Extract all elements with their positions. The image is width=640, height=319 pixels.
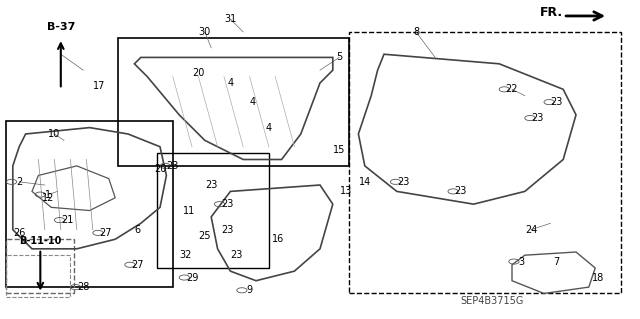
Text: 8: 8 — [413, 27, 419, 37]
Text: 6: 6 — [134, 225, 141, 235]
Bar — [6, 239, 74, 293]
Text: 2: 2 — [16, 177, 22, 187]
Text: 4: 4 — [250, 97, 256, 107]
Text: 24: 24 — [525, 225, 538, 235]
Text: 14: 14 — [358, 177, 371, 187]
Text: 13: 13 — [339, 186, 352, 197]
Text: 27: 27 — [99, 228, 112, 238]
Text: 22: 22 — [506, 84, 518, 94]
Text: 17: 17 — [93, 81, 106, 91]
Text: 28: 28 — [77, 282, 90, 292]
Text: B-37: B-37 — [47, 22, 75, 32]
Text: 23: 23 — [531, 113, 544, 123]
Text: 32: 32 — [179, 250, 192, 260]
Text: 23: 23 — [397, 177, 410, 187]
Text: 16: 16 — [272, 234, 285, 244]
Text: 20: 20 — [154, 164, 166, 174]
Bar — [118, 38, 349, 166]
Text: 20: 20 — [192, 68, 205, 78]
Text: 12: 12 — [42, 193, 54, 203]
Text: 1: 1 — [45, 189, 51, 200]
Text: 23: 23 — [550, 97, 563, 107]
Text: 23: 23 — [454, 186, 467, 197]
Text: 4: 4 — [227, 78, 234, 88]
Text: SEP4B3715G: SEP4B3715G — [461, 296, 524, 306]
Text: 23: 23 — [166, 161, 179, 171]
Text: 18: 18 — [592, 272, 605, 283]
Text: B-11-10: B-11-10 — [19, 236, 61, 246]
Bar — [6, 255, 70, 297]
Text: 23: 23 — [221, 199, 234, 209]
Text: 7: 7 — [554, 256, 560, 267]
Text: 25: 25 — [198, 231, 211, 241]
Text: 23: 23 — [221, 225, 234, 235]
Text: 5: 5 — [336, 52, 342, 63]
Text: 10: 10 — [48, 129, 61, 139]
Text: 31: 31 — [224, 14, 237, 24]
Text: 30: 30 — [198, 27, 211, 37]
Text: 27: 27 — [131, 260, 144, 270]
Text: 9: 9 — [246, 285, 253, 295]
Text: FR.: FR. — [540, 6, 563, 19]
Bar — [6, 121, 173, 287]
Text: 26: 26 — [13, 228, 26, 238]
Text: 15: 15 — [333, 145, 346, 155]
Text: 23: 23 — [205, 180, 218, 190]
Bar — [157, 153, 269, 268]
Bar — [349, 32, 621, 293]
Text: 23: 23 — [230, 250, 243, 260]
Text: 4: 4 — [266, 122, 272, 133]
Text: 21: 21 — [61, 215, 74, 225]
Text: 29: 29 — [186, 272, 198, 283]
Text: 11: 11 — [182, 205, 195, 216]
Text: 3: 3 — [518, 256, 525, 267]
